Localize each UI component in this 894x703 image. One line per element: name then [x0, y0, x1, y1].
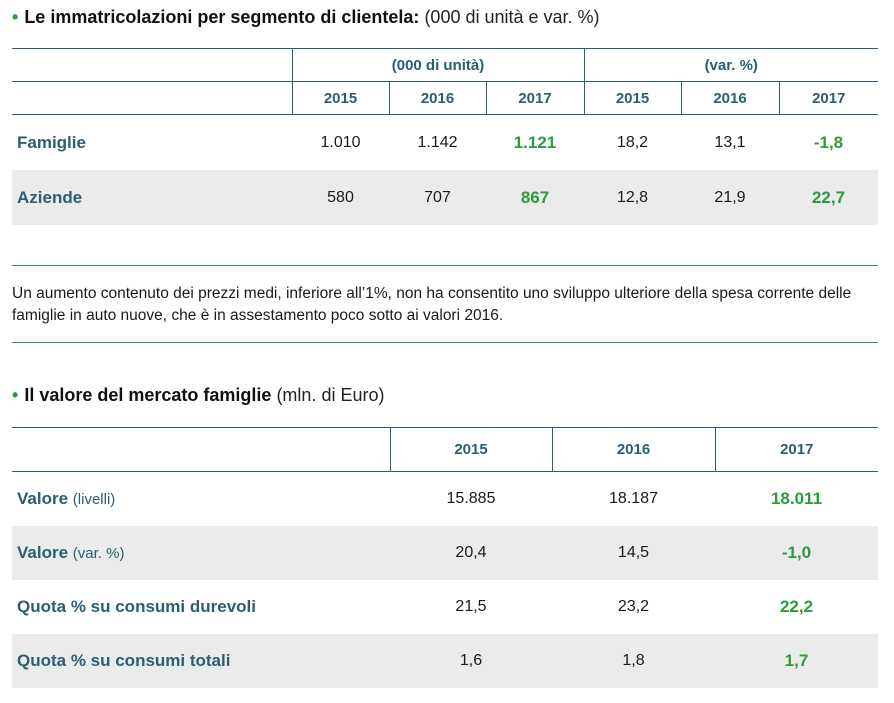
divider	[12, 342, 878, 343]
cell: 1.010	[320, 133, 361, 151]
header-empty	[12, 48, 292, 82]
bullet-icon: •	[12, 7, 19, 27]
table-spacer	[12, 225, 878, 266]
row-label: Famiglie	[17, 132, 86, 152]
section1-title: • Le immatricolazioni per segmento di cli…	[12, 6, 600, 28]
section1-subtitle: (000 di unità e var. %)	[424, 7, 600, 27]
year-header: 2015	[291, 81, 389, 115]
cell: 14,5	[552, 526, 715, 580]
cell: 20,4	[390, 526, 552, 580]
year-header: 2016	[680, 81, 779, 115]
section2-subtitle: (mln. di Euro)	[276, 385, 385, 405]
cell-highlight: 1.121	[513, 132, 557, 152]
year-header: 2015	[583, 81, 681, 115]
cell-highlight: -1,8	[813, 132, 844, 152]
cell: 1,8	[552, 634, 715, 688]
section1-heading: Le immatricolazioni per segmento di clie…	[24, 7, 420, 27]
year-header: 2017	[485, 81, 584, 115]
group-header-var: (var. %)	[583, 48, 878, 82]
cell: 23,2	[617, 598, 650, 615]
registrations-table: (000 di unità) (var. %) 2015 2016 2017 2…	[12, 48, 878, 266]
cell-highlight: 22,2	[779, 597, 814, 616]
year-header: 2017	[714, 427, 878, 472]
row-label: Valore (var. %)	[12, 526, 390, 580]
section2-title: • Il valore del mercato famiglie (mln. di…	[12, 384, 384, 406]
cell: 12,8	[584, 170, 681, 225]
row-label: Quota % su consumi durevoli	[17, 597, 256, 616]
cell: 13,1	[714, 133, 746, 151]
cell: 15.885	[446, 490, 496, 507]
cell-highlight: 1,7	[715, 634, 878, 688]
cell: 18.187	[609, 490, 658, 507]
table-row: Valore (var. %) 20,4 14,5 -1,0	[12, 526, 878, 580]
cell-highlight: 867	[486, 170, 584, 225]
group-header-units: (000 di unità)	[291, 48, 584, 82]
cell-highlight: 22,7	[779, 170, 878, 225]
cell: 1,6	[390, 634, 552, 688]
cell: 21,9	[681, 170, 779, 225]
table-row: Quota % su consumi durevoli 21,5 23,2 22…	[12, 580, 878, 634]
market-value-table: 2015 2016 2017 Valore (livelli) 15.885 1…	[12, 427, 878, 688]
cell-highlight: 18.011	[770, 489, 823, 508]
bullet-icon: •	[12, 385, 19, 405]
table-row: Aziende 580 707 867 12,8 21,9 22,7	[12, 170, 878, 225]
row-label: Aziende	[12, 170, 292, 225]
table-row: Valore (livelli) 15.885 18.187 18.011	[12, 472, 878, 527]
cell: 1.142	[417, 133, 458, 151]
year-header: 2015	[389, 427, 552, 472]
section2-heading: Il valore del mercato famiglie	[24, 385, 272, 405]
cell-highlight: -1,0	[715, 526, 878, 580]
row-label: Quota % su consumi totali	[12, 634, 390, 688]
cell: 21,5	[455, 598, 487, 615]
row-label: Valore (livelli)	[17, 489, 116, 508]
header-empty	[12, 81, 292, 115]
year-header: 2017	[778, 81, 878, 115]
year-header: 2016	[388, 81, 486, 115]
cell: 580	[292, 170, 389, 225]
cell: 18,2	[616, 133, 649, 151]
table-row: Quota % su consumi totali 1,6 1,8 1,7	[12, 634, 878, 688]
table-row: Famiglie 1.010 1.142 1.121 18,2 13,1 -1,…	[12, 115, 878, 171]
header-empty	[12, 427, 390, 472]
year-header: 2016	[551, 427, 715, 472]
commentary-paragraph: Un aumento contenuto dei prezzi medi, in…	[12, 285, 852, 324]
cell: 707	[389, 170, 486, 225]
